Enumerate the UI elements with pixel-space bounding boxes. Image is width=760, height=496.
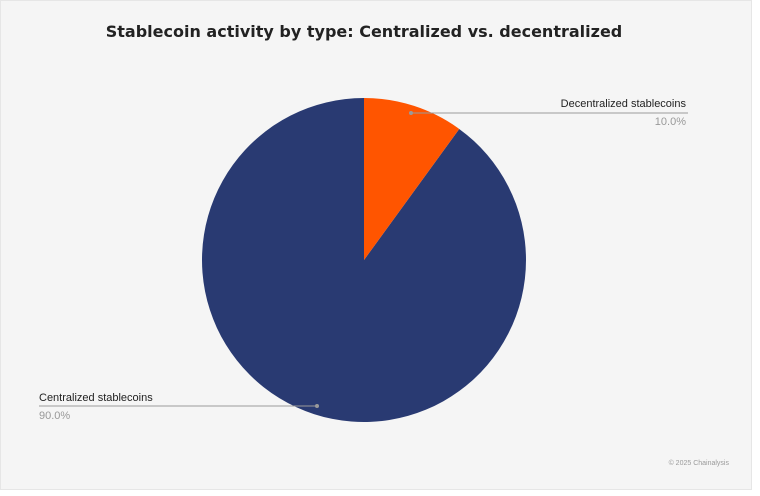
leader-dot-centralized bbox=[315, 404, 319, 408]
pie-chart bbox=[39, 98, 688, 422]
copyright-text: © 2025 Chainalysis bbox=[668, 460, 729, 467]
chart-canvas: Stablecoin activity by type: Centralized… bbox=[0, 0, 752, 490]
slice-label-centralized: Centralized stablecoins bbox=[39, 392, 153, 404]
leader-dot-decentralized bbox=[409, 111, 413, 115]
chart-title: Stablecoin activity by type: Centralized… bbox=[105, 22, 623, 41]
slice-decentralized bbox=[364, 98, 460, 260]
slice-label-decentralized: Decentralized stablecoins bbox=[560, 98, 686, 110]
slice-value-decentralized: 10.0% bbox=[654, 116, 686, 128]
slice-value-centralized: 90.0% bbox=[39, 410, 71, 422]
